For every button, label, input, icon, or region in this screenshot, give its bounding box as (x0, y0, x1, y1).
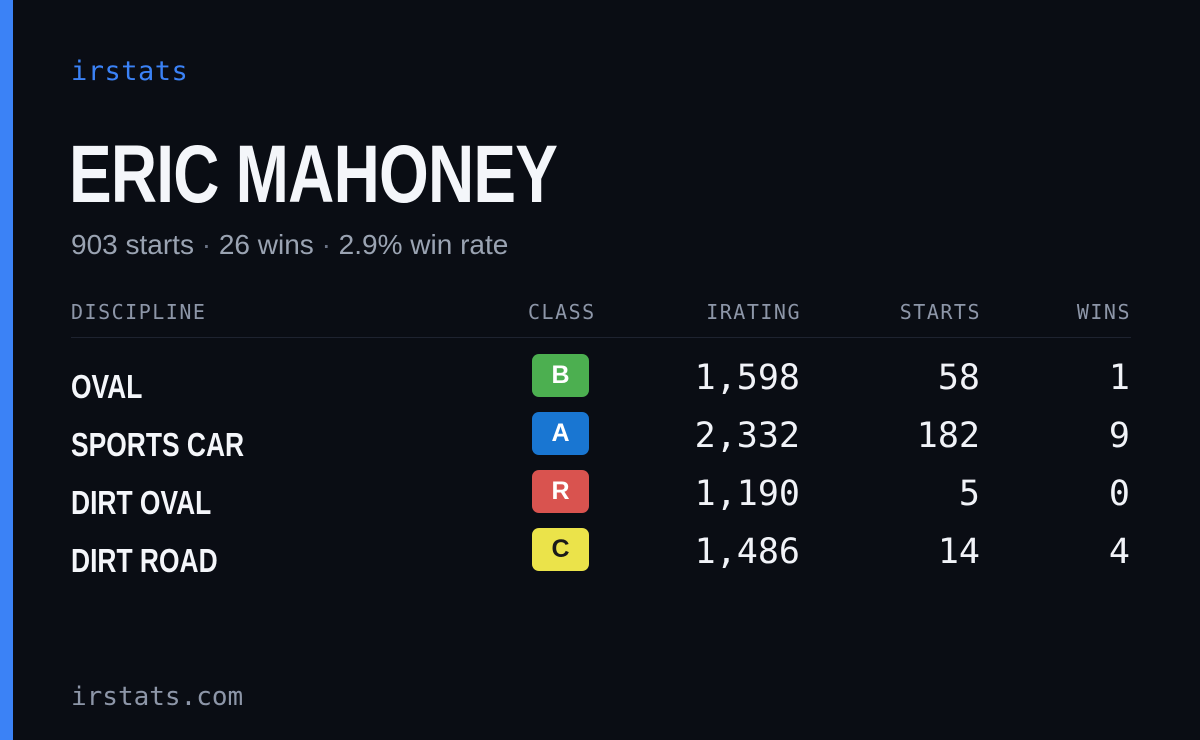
discipline-name: DIRT ROAD (71, 542, 218, 579)
wins-value: 1 (1108, 358, 1130, 398)
table-row: DIRT ROAD C 1,486 14 4 (71, 526, 1131, 584)
header-discipline: DISCIPLINE (71, 300, 207, 324)
starts-value: 58 (937, 358, 980, 398)
header-class: CLASS (528, 300, 596, 324)
starts-summary: 903 starts (71, 229, 194, 260)
irating-value: 1,190 (694, 474, 800, 514)
irating-value: 2,332 (694, 416, 800, 456)
class-badge: A (532, 412, 589, 455)
separator: · (321, 229, 331, 260)
table-row: OVAL B 1,598 58 1 (71, 352, 1131, 410)
accent-bar (0, 0, 13, 740)
class-badge: B (532, 354, 589, 397)
wins-value: 0 (1108, 474, 1130, 514)
driver-summary: 903 starts · 26 wins · 2.9% win rate (71, 229, 508, 261)
separator: · (201, 229, 212, 260)
starts-value: 5 (958, 474, 980, 514)
starts-value: 14 (937, 532, 980, 572)
table-row: DIRT OVAL R 1,190 5 0 (71, 468, 1131, 526)
irating-value: 1,598 (694, 358, 800, 398)
wins-summary: 26 wins (218, 229, 314, 260)
discipline-name: OVAL (71, 368, 143, 405)
class-badge: R (532, 470, 589, 513)
class-badge: C (532, 528, 589, 571)
table-header: DISCIPLINE CLASS IRATING STARTS WINS (71, 300, 1131, 338)
starts-value: 182 (916, 416, 980, 456)
wins-value: 9 (1108, 416, 1130, 456)
discipline-name: DIRT OVAL (71, 484, 212, 521)
discipline-table: OVAL B 1,598 58 1 SPORTS CAR A 2,332 182… (71, 352, 1131, 584)
header-irating: IRATING (706, 300, 801, 324)
header-wins: WINS (1076, 300, 1131, 324)
footer-url: irstats.com (71, 682, 244, 712)
header-starts: STARTS (899, 300, 981, 324)
wins-value: 4 (1108, 532, 1130, 572)
win-rate-summary: 2.9% win rate (338, 229, 509, 260)
driver-name: ERIC MAHONEY (69, 129, 558, 220)
table-row: SPORTS CAR A 2,332 182 9 (71, 410, 1131, 468)
irating-value: 1,486 (694, 532, 800, 572)
brand-logo: irstats (71, 56, 189, 87)
discipline-name: SPORTS CAR (71, 426, 245, 463)
